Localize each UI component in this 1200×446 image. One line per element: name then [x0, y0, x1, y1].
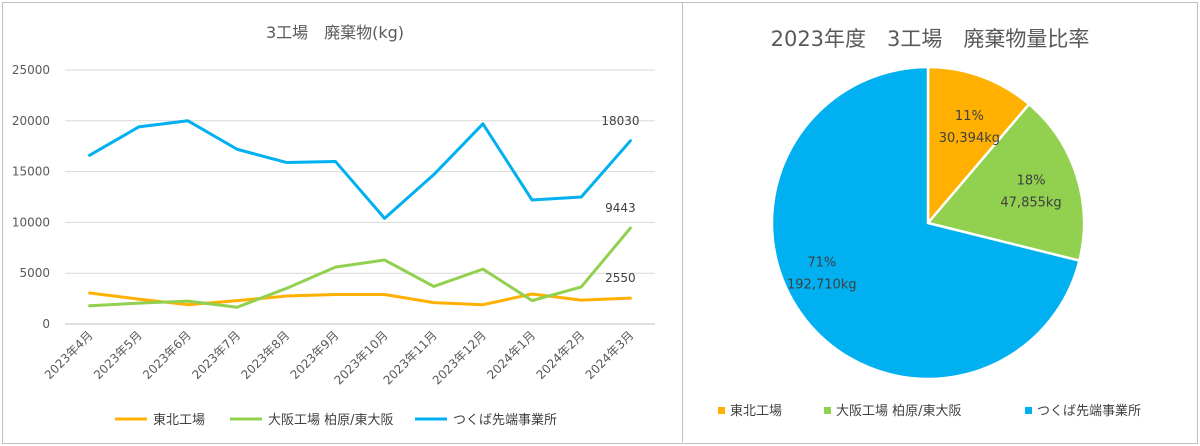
data-label: 9443	[605, 201, 636, 215]
line-chart-legend: 東北工場 大阪工場 柏原/東大阪 つくば先端事業所	[115, 412, 557, 428]
y-tick-label: 0	[42, 317, 50, 331]
x-tick-label: 2024年2月	[533, 328, 587, 382]
y-tick-label: 10000	[12, 215, 50, 229]
y-tick-label: 25000	[12, 63, 50, 77]
data-label: 18030	[601, 114, 639, 128]
legend-label: つくば先端事業所	[453, 412, 557, 428]
legend-label: 大阪工場 柏原/東大阪	[268, 412, 394, 428]
series-line	[88, 291, 632, 307]
line-chart-title: 3工場 廃棄物(kg)	[266, 23, 404, 42]
x-tick-label: 2023年8月	[238, 328, 292, 382]
x-tick-label: 2023年9月	[288, 328, 342, 382]
y-tick-label: 15000	[12, 165, 50, 179]
line-chart-y-ticks: 0 5000 10000 15000 20000 25000	[12, 63, 50, 331]
line-chart: 3工場 廃棄物(kg) 0 5000 10000 15000 20000 25000 20…	[12, 23, 655, 428]
x-tick-label: 2024年3月	[583, 328, 637, 382]
data-label: 2550	[605, 271, 636, 285]
y-tick-label: 20000	[12, 114, 50, 128]
x-tick-label: 2023年4月	[42, 328, 96, 382]
series-line	[88, 226, 632, 309]
x-tick-label: 2023年5月	[91, 328, 145, 382]
series-line	[88, 119, 632, 220]
x-tick-label: 2023年7月	[189, 328, 243, 382]
line-chart-data-labels: 2550 9443 18030	[601, 114, 639, 285]
legend-label: 東北工場	[153, 412, 205, 428]
y-tick-label: 5000	[19, 266, 50, 280]
x-tick-label: 2023年6月	[140, 328, 194, 382]
line-chart-x-ticks: 2023年4月2023年5月2023年6月2023年7月2023年8月2023年…	[42, 328, 637, 387]
panel-divider	[682, 2, 683, 442]
line-chart-grid	[65, 69, 655, 325]
line-chart-series	[88, 119, 632, 309]
x-tick-label: 2024年1月	[484, 328, 538, 382]
